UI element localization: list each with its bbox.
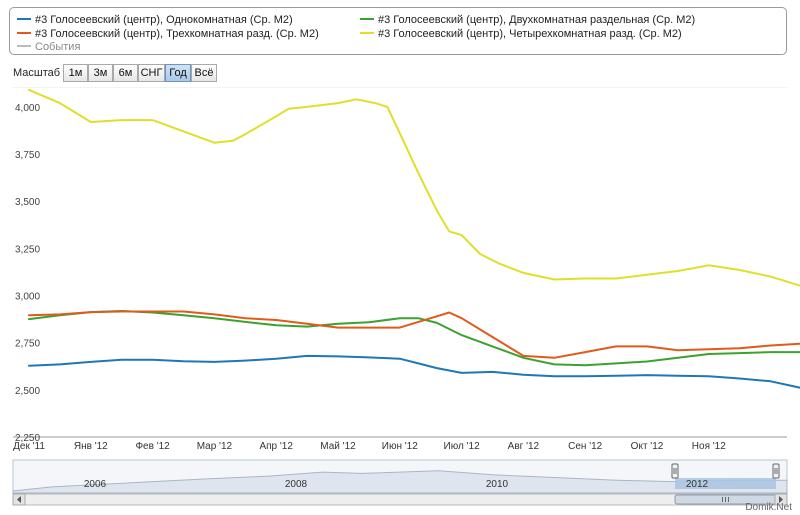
zoom-button-3m[interactable]: 3м [88, 64, 113, 82]
legend-panel: #3 Голосеевский (центр), Однокомнатная (… [9, 7, 787, 55]
x-tick-label: Дек '11 [13, 441, 45, 452]
plot-frame [13, 88, 787, 437]
y-tick-label: 3,250 [15, 244, 40, 255]
y-tick-label: 3,750 [15, 150, 40, 161]
series-line-1 [28, 310, 800, 367]
legend-label-events: События [35, 41, 81, 53]
x-tick-label: Июл '12 [444, 441, 481, 452]
x-tick-label: Мар '12 [197, 441, 233, 452]
navigator-year-label: 2010 [486, 479, 509, 490]
legend-item-series-2[interactable]: #3 Голосеевский (центр), Трехкомнатная р… [17, 28, 319, 40]
navigator-left-handle[interactable] [671, 463, 679, 479]
scrollbar-track [12, 493, 788, 506]
legend-swatch-blue [17, 18, 31, 21]
navigator-right-handle[interactable] [772, 463, 780, 479]
y-tick-label: 2,500 [15, 386, 40, 397]
series-line-3 [28, 88, 800, 287]
legend-item-series-3[interactable]: #3 Голосеевский (центр), Четырехкомнатна… [360, 28, 682, 40]
plot-background [13, 88, 787, 437]
y-tick-label: 3,000 [15, 292, 40, 303]
legend-swatch-green [360, 18, 374, 21]
x-tick-label: Июн '12 [382, 441, 418, 452]
y-tick-label: 2,250 [15, 433, 40, 444]
legend-item-series-0[interactable]: #3 Голосеевский (центр), Однокомнатная (… [17, 14, 293, 26]
legend-label-series-2: #3 Голосеевский (центр), Трехкомнатная р… [35, 28, 319, 40]
navigator-selected-range [675, 478, 776, 489]
x-tick-label: Авг '12 [508, 441, 540, 452]
x-tick-label: Фев '12 [135, 441, 170, 452]
legend-label-series-0: #3 Голосеевский (центр), Однокомнатная (… [35, 14, 293, 26]
legend-item-events[interactable]: События [17, 41, 80, 53]
x-tick-label: Сен '12 [568, 441, 603, 452]
x-tick-label: Ноя '12 [692, 441, 726, 452]
zoom-button-1m[interactable]: 1м [63, 64, 88, 82]
legend-label-series-3: #3 Голосеевский (центр), Четырехкомнатна… [378, 28, 682, 40]
y-tick-label: 3,500 [15, 197, 40, 208]
zoom-button-year[interactable]: Год [165, 64, 191, 82]
zoom-button-all[interactable]: Всё [191, 64, 217, 82]
zoom-button-6m[interactable]: 6м [113, 64, 138, 82]
series-layer [28, 88, 800, 389]
navigator-year-label: 2006 [84, 479, 107, 490]
legend-swatch-gray [17, 45, 31, 48]
series-line-2 [28, 310, 800, 359]
axes-layer: Дек '11 Янв '12 Фев '12 Мар '12 Апр '12 Май '… [13, 103, 787, 452]
navigator-year-label: 2012 [686, 479, 709, 490]
arrow-left-icon [17, 496, 21, 503]
legend-label-series-1: #3 Голосеевский (центр), Двухкомнатная р… [378, 14, 696, 26]
x-tick-label: Янв '12 [74, 441, 108, 452]
y-tick-label: 2,750 [15, 339, 40, 350]
x-tick-label: Апр '12 [259, 441, 293, 452]
handle-grip [671, 463, 679, 479]
arrow-right-icon [779, 496, 783, 503]
legend-item-series-1[interactable]: #3 Голосеевский (центр), Двухкомнатная р… [360, 14, 695, 26]
legend-swatch-orange [17, 32, 31, 35]
zoom-button-ytd[interactable]: СНГ [138, 64, 165, 82]
legend-swatch-yellow [360, 32, 374, 35]
credit-text: Domik.Net [745, 502, 792, 513]
handle-grip [772, 463, 780, 479]
x-tick-label: Май '12 [320, 441, 356, 452]
navigator-year-label: 2008 [285, 479, 308, 490]
x-tick-label: Окт '12 [631, 441, 664, 452]
zoom-label: Масштаб [13, 67, 61, 79]
series-line-0 [28, 354, 800, 389]
navigator-layer: 2006 2008 2010 2012 [12, 459, 788, 506]
y-tick-label: 4,000 [15, 103, 40, 114]
